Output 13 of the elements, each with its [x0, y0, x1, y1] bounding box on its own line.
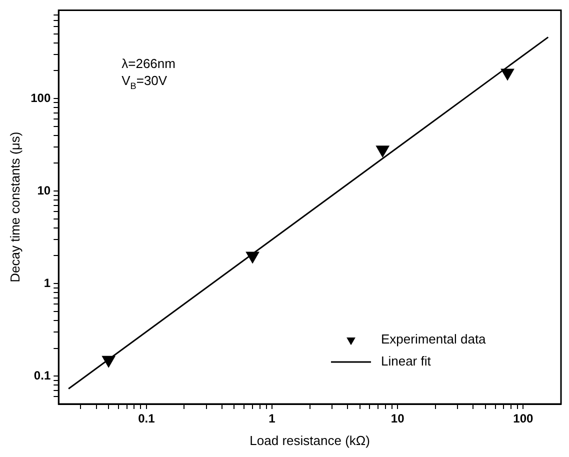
- y-tick-label: 10: [37, 183, 51, 198]
- y-axis-title: Decay time constants (μs): [7, 132, 22, 282]
- x-tick-label: 1: [268, 412, 276, 426]
- y-tick-label: 1: [44, 276, 51, 290]
- y-tick-label: 100: [30, 90, 51, 105]
- legend-label: Linear fit: [381, 354, 432, 369]
- annotation: λ=266nm: [122, 56, 176, 72]
- legend-label: Experimental data: [381, 332, 487, 347]
- x-tick-label: 0.1: [138, 412, 156, 426]
- x-tick-label: 100: [513, 412, 534, 426]
- y-tick-label: 0.1: [34, 368, 51, 382]
- x-axis-title: Load resistance (kΩ): [250, 432, 370, 448]
- x-tick-label: 10: [390, 412, 405, 426]
